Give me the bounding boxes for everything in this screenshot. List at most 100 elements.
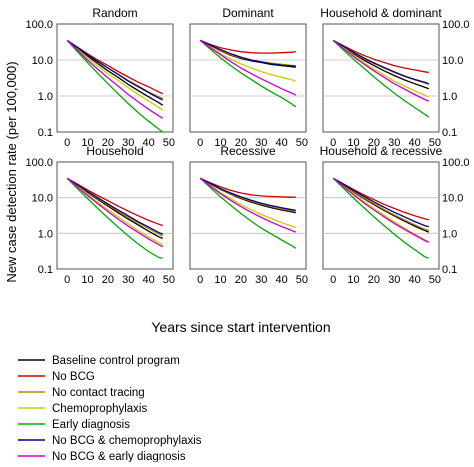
x-tick-label: 40 <box>408 274 420 286</box>
panel-title: Household & recessive <box>320 144 443 158</box>
y-tick-label: 10.0 <box>32 193 53 205</box>
x-tick-label: 50 <box>296 274 308 286</box>
series-line-early-diagnosis <box>199 39 297 108</box>
x-tick-label: 50 <box>163 274 175 286</box>
x-tick-label: 20 <box>235 137 247 149</box>
series-line-early-diagnosis <box>66 39 164 133</box>
series-line-baseline-control-program <box>66 39 164 106</box>
legend-label: No BCG <box>52 371 95 383</box>
panel-title: Household <box>86 144 143 158</box>
series-line-no-bcg <box>66 177 164 227</box>
series-line-no-bcg <box>199 177 296 198</box>
series-line-no-bcg <box>66 39 164 95</box>
x-tick-label: 0 <box>330 274 336 286</box>
x-tick-label: 10 <box>347 274 359 286</box>
panel-dominant: Dominant 0 10 20 30 40 50 <box>189 6 308 149</box>
series-line-no-bcg-chemoprophylaxis <box>332 39 430 85</box>
y-tick-label: 0.1 <box>442 264 457 276</box>
series-line-chemoprophylaxis <box>332 39 430 98</box>
panel-frame <box>322 23 440 133</box>
x-tick-label: 0 <box>64 274 70 286</box>
series-line-chemoprophylaxis <box>199 177 297 229</box>
x-tick-label: 0 <box>197 137 203 149</box>
x-axis-label: Years since start intervention <box>151 319 330 335</box>
x-tick-label: 50 <box>296 137 308 149</box>
panel-title: Recessive <box>220 144 276 158</box>
series-line-chemoprophylaxis <box>66 39 164 111</box>
series-line-no-bcg-early-diagnosis <box>332 177 430 243</box>
y-tick-label: 100.0 <box>25 157 53 169</box>
y-tick-label: 10.0 <box>442 193 463 205</box>
legend-label: Baseline control program <box>52 355 180 367</box>
x-tick-label: 10 <box>347 137 359 149</box>
series-line-early-diagnosis <box>332 39 430 118</box>
y-tick-label: 100.0 <box>442 157 470 169</box>
panel-title: Random <box>92 6 137 20</box>
series-line-no-bcg-chemoprophylaxis <box>199 177 296 212</box>
x-tick-label: 20 <box>102 137 114 149</box>
x-tick-label: 40 <box>275 137 287 149</box>
panel-household-recessive: Household & recessive 0 10 20 30 40 500.1 1.0 10… <box>320 144 470 286</box>
x-tick-label: 20 <box>368 137 380 149</box>
x-tick-label: 10 <box>81 137 93 149</box>
series-line-no-bcg <box>199 39 296 54</box>
x-tick-label: 10 <box>81 274 93 286</box>
x-tick-label: 0 <box>330 137 336 149</box>
series-line-no-bcg <box>332 39 429 74</box>
x-tick-label: 40 <box>408 137 420 149</box>
panel-household-dominant: Household & dominant 0 10 20 30 40 500.1 1.0 10.… <box>320 6 469 149</box>
y-tick-label: 1.0 <box>442 228 457 240</box>
x-tick-label: 0 <box>64 137 70 149</box>
x-tick-label: 50 <box>163 137 175 149</box>
panel-title: Household & dominant <box>320 6 442 20</box>
legend-label: No contact tracing <box>52 387 145 399</box>
panel-frame <box>56 161 174 270</box>
x-tick-label: 40 <box>142 137 154 149</box>
x-tick-label: 30 <box>388 274 400 286</box>
y-tick-label: 0.1 <box>38 264 53 276</box>
legend-label: No BCG & chemoprophylaxis <box>52 435 202 447</box>
panel-random: Random 0 10 20 30 40 50 0.1 1.0 10.0 100.0 <box>25 6 175 149</box>
legend: Baseline control program No BCG No contact… <box>18 355 202 463</box>
panel-frame <box>189 161 307 270</box>
x-tick-label: 50 <box>429 137 441 149</box>
legend-label: No BCG & early diagnosis <box>52 451 186 462</box>
x-tick-label: 30 <box>255 137 267 149</box>
y-tick-label: 0.1 <box>442 127 457 139</box>
series-line-early-diagnosis <box>199 177 297 249</box>
panel-title: Dominant <box>222 6 274 20</box>
series-line-early-diagnosis <box>332 177 430 259</box>
x-tick-label: 50 <box>429 274 441 286</box>
x-tick-label: 20 <box>102 274 114 286</box>
y-tick-label: 10.0 <box>442 55 463 67</box>
series-line-no-bcg-early-diagnosis <box>199 39 297 96</box>
x-tick-label: 40 <box>275 274 287 286</box>
x-tick-label: 20 <box>235 274 247 286</box>
series-line-chemoprophylaxis <box>66 177 164 246</box>
x-tick-label: 10 <box>214 274 226 286</box>
series-line-no-bcg-chemoprophylaxis <box>66 39 164 101</box>
series-line-no-bcg-chemoprophylaxis <box>332 177 429 228</box>
x-tick-label: 30 <box>122 274 134 286</box>
x-tick-label: 20 <box>368 274 380 286</box>
y-tick-label: 1.0 <box>38 228 53 240</box>
series-line-baseline-control-program <box>332 39 430 90</box>
series-line-no-bcg-early-diagnosis <box>66 39 164 119</box>
series-line-early-diagnosis <box>66 177 163 259</box>
panel-household: Household 0 10 20 30 40 50 0.1 1.0 10.0 100.0 <box>25 144 175 286</box>
series-line-no-bcg-early-diagnosis <box>199 177 297 233</box>
panel-recessive: Recessive 0 10 20 30 40 50 <box>189 144 308 286</box>
x-tick-label: 10 <box>214 137 226 149</box>
legend-label: Early diagnosis <box>52 419 130 431</box>
x-tick-label: 30 <box>255 274 267 286</box>
series-line-no-bcg-early-diagnosis <box>332 39 430 102</box>
y-tick-label: 10.0 <box>32 55 53 67</box>
x-tick-label: 0 <box>197 274 203 286</box>
legend-label: Chemoprophylaxis <box>52 403 147 415</box>
x-tick-label: 30 <box>122 137 134 149</box>
y-tick-label: 100.0 <box>25 19 53 31</box>
y-tick-label: 0.1 <box>38 127 53 139</box>
series-line-no-bcg-chemoprophylaxis <box>66 177 164 235</box>
